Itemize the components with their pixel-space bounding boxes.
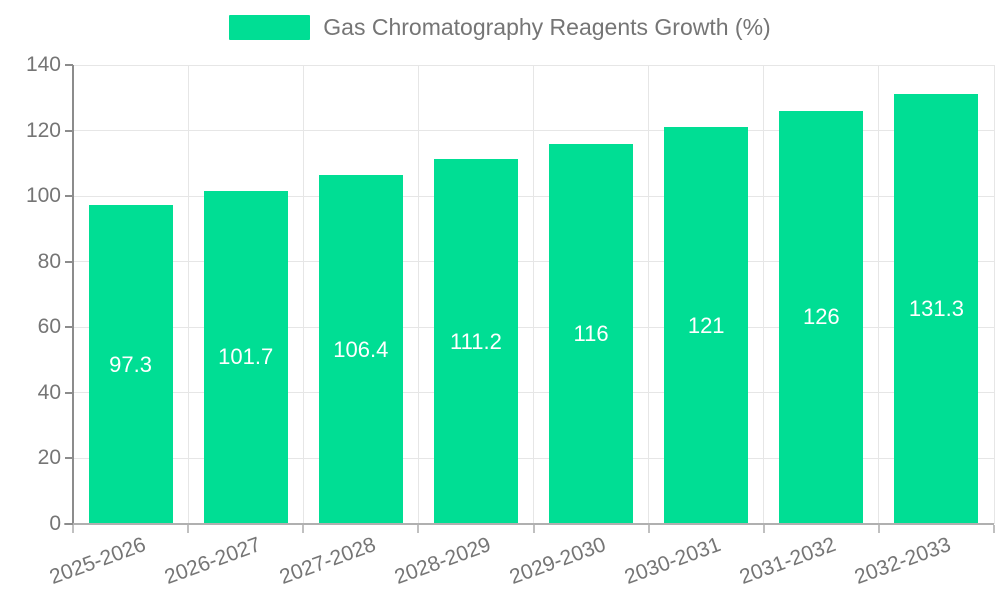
x-axis-tick: [877, 525, 880, 533]
x-tick-label: 2027-2028: [276, 533, 379, 589]
y-axis-tick: [65, 64, 73, 66]
x-tick-label: 2030-2031: [621, 533, 725, 589]
x-axis-tick: [647, 525, 650, 533]
v-gridline: [417, 65, 419, 524]
y-axis-tick: [65, 391, 73, 394]
y-axis-tick: [65, 260, 73, 263]
y-tick-label: 60: [37, 315, 61, 339]
y-axis-line: [72, 65, 74, 532]
legend-swatch: [229, 15, 311, 40]
x-axis-tick: [187, 525, 190, 533]
y-tick-label: 80: [37, 249, 61, 273]
y-tick-label: 120: [25, 118, 61, 142]
y-tick-label: 40: [37, 380, 61, 404]
v-gridline: [648, 65, 650, 524]
x-axis-tick: [762, 525, 765, 533]
x-axis-line: [64, 523, 994, 525]
bar-value-label: 131.3: [908, 295, 964, 321]
bar-value-label: 121: [687, 312, 725, 338]
bar-value-label: 126: [802, 304, 840, 330]
v-gridline: [878, 65, 880, 524]
x-tick-label: 2025-2026: [46, 533, 149, 589]
bar-2025-2026: 97.3: [88, 205, 173, 524]
y-axis-tick: [65, 326, 73, 329]
x-tick-label: 2029-2030: [506, 533, 609, 589]
x-tick-label: 2032-2033: [852, 533, 955, 589]
x-axis-tick: [993, 525, 995, 533]
y-tick-label: 20: [37, 446, 61, 470]
v-gridline: [187, 65, 189, 524]
x-tick-label: 2028-2029: [391, 533, 494, 589]
bar-2026-2027: 101.7: [203, 190, 288, 524]
chart-legend[interactable]: Gas Chromatography Reagents Growth (%): [0, 14, 1000, 41]
bar-value-label: 101.7: [218, 344, 274, 370]
bar-2032-2033: 131.3: [894, 93, 979, 524]
x-axis-tick: [417, 525, 420, 533]
y-tick-label: 100: [25, 184, 61, 208]
x-axis-tick: [532, 525, 535, 533]
x-tick-label: 2026-2027: [161, 533, 264, 589]
x-axis-tick: [72, 525, 74, 533]
x-axis-tick: [302, 525, 305, 533]
y-axis-tick: [65, 129, 73, 132]
plot-area: 97.3 101.7 106.4 111.2 116 121 126 131.3 0 20 40 6…: [26, 53, 995, 589]
v-gridline: [993, 65, 995, 524]
y-axis-tick: [65, 523, 73, 525]
y-axis-tick: [65, 195, 73, 198]
bar-2029-2030: 116: [549, 143, 634, 524]
y-tick-label: 0: [49, 512, 61, 535]
bar-2027-2028: 106.4: [318, 175, 403, 524]
v-gridline: [533, 65, 534, 524]
bar-2031-2032: 126: [779, 110, 864, 524]
x-tick-label: 2031-2032: [736, 533, 840, 589]
legend-label: Gas Chromatography Reagents Growth (%): [323, 14, 771, 40]
v-gridline: [763, 65, 765, 524]
bar-2028-2029: 111.2: [433, 159, 518, 524]
bar-2030-2031: 121: [664, 127, 749, 524]
y-axis-tick: [65, 457, 73, 460]
bar-value-label: 111.2: [450, 328, 502, 354]
y-tick-label: 140: [25, 53, 61, 76]
bar-value-label: 116: [573, 320, 609, 346]
v-gridline: [302, 65, 304, 524]
bar-value-label: 106.4: [333, 336, 389, 362]
bar-value-label: 97.3: [109, 351, 152, 377]
